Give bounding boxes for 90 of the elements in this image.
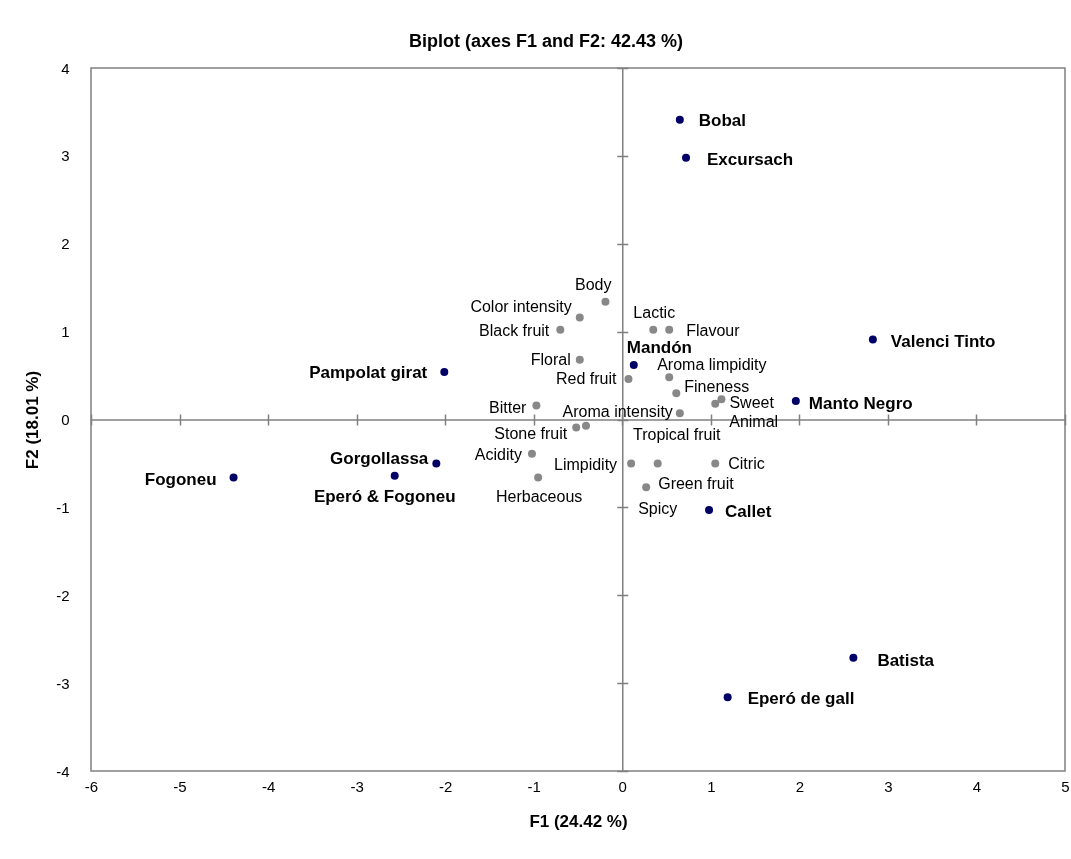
annotation: Limpidity — [553, 456, 618, 474]
point — [601, 297, 610, 306]
x-tick-label: -2 — [439, 777, 453, 795]
annotation: Eperó de gall — [747, 689, 855, 709]
point — [440, 368, 449, 377]
x-tick-label: 2 — [795, 777, 805, 795]
annotation: Aroma limpidity — [657, 356, 767, 374]
y-axis-title: F2 (18.01 %) — [23, 370, 43, 470]
y-tick-label: 2 — [61, 235, 70, 253]
point — [642, 483, 651, 492]
point — [575, 313, 584, 322]
point — [390, 471, 399, 480]
point — [572, 423, 581, 432]
point — [665, 373, 674, 382]
annotation: Animal — [729, 412, 779, 430]
annotation: Pampolat girat — [309, 363, 428, 383]
annotation: Sweet — [729, 394, 775, 412]
chart-title: Biplot (axes F1 and F2: 42.43 %) — [408, 31, 684, 51]
point — [717, 395, 726, 404]
point — [527, 449, 536, 458]
annotation: Lactic — [633, 303, 676, 321]
annotation: Body — [574, 275, 612, 293]
point — [653, 459, 662, 468]
annotation: Eperó & Fogoneu — [313, 486, 456, 506]
point — [229, 473, 238, 482]
point — [675, 115, 684, 124]
point — [627, 459, 636, 468]
point — [672, 389, 681, 398]
x-tick-label: -3 — [350, 777, 364, 795]
point — [432, 459, 441, 468]
annotation: Red fruit — [556, 370, 618, 388]
point — [624, 375, 633, 384]
annotation: Bobal — [698, 110, 747, 130]
annotation: Gorgollassa — [330, 449, 429, 469]
y-tick-label: -1 — [56, 498, 70, 516]
point — [711, 459, 720, 468]
annotation: Fogoneu — [144, 470, 217, 490]
point — [849, 653, 858, 662]
annotation: Citric — [728, 455, 765, 473]
annotation: Tropical fruit — [632, 425, 721, 443]
annotation: Excursach — [707, 149, 794, 169]
annotation: Flavour — [686, 321, 741, 339]
annotation: Acidity — [474, 445, 522, 463]
annotation: Color intensity — [470, 297, 572, 315]
y-tick-label: -4 — [56, 762, 70, 780]
point — [682, 153, 691, 162]
annotation: Stone fruit — [494, 425, 568, 443]
x-tick-label: 5 — [1061, 777, 1070, 795]
x-tick-label: 3 — [884, 777, 893, 795]
annotation: Black fruit — [479, 321, 550, 339]
annotation: Green fruit — [658, 475, 735, 493]
annotation: Floral — [530, 350, 571, 368]
point — [675, 409, 684, 418]
x-tick-label: -4 — [261, 777, 276, 795]
x-tick-label: -6 — [84, 777, 99, 795]
point — [723, 693, 732, 702]
point — [575, 355, 584, 364]
annotation: Mandón — [626, 338, 692, 358]
annotation: Valenci Tinto — [890, 331, 996, 351]
annotation: Bitter — [489, 399, 528, 417]
y-tick-label: -3 — [56, 674, 70, 692]
point — [711, 399, 720, 408]
annotation: Herbaceous — [496, 488, 583, 506]
y-tick-label: 3 — [61, 147, 70, 165]
point — [581, 421, 590, 430]
point — [665, 325, 674, 334]
annotation: Spicy — [638, 500, 678, 518]
point — [556, 325, 565, 334]
y-tick-label: 1 — [61, 323, 70, 341]
y-tick-label: 0 — [61, 411, 70, 428]
point — [868, 335, 877, 344]
point — [534, 473, 543, 482]
y-tick-label: 4 — [61, 59, 70, 77]
point — [705, 506, 714, 514]
annotation: Callet — [725, 502, 772, 522]
point — [532, 401, 541, 410]
x-tick-label: -1 — [527, 777, 541, 795]
point — [791, 397, 800, 406]
point — [629, 361, 638, 370]
point — [649, 325, 658, 334]
annotation: Aroma intensity — [562, 403, 673, 421]
annotation: Fineness — [684, 378, 750, 396]
x-axis-title: F1 (24.42 %) — [529, 811, 628, 831]
x-tick-label: 0 — [618, 777, 627, 795]
x-tick-label: -5 — [173, 777, 187, 795]
x-tick-label: 1 — [707, 777, 716, 795]
y-tick-label: -2 — [56, 586, 70, 604]
x-tick-label: 4 — [972, 777, 982, 795]
annotation: Batista — [877, 650, 935, 670]
annotation: Manto Negro — [808, 394, 913, 414]
